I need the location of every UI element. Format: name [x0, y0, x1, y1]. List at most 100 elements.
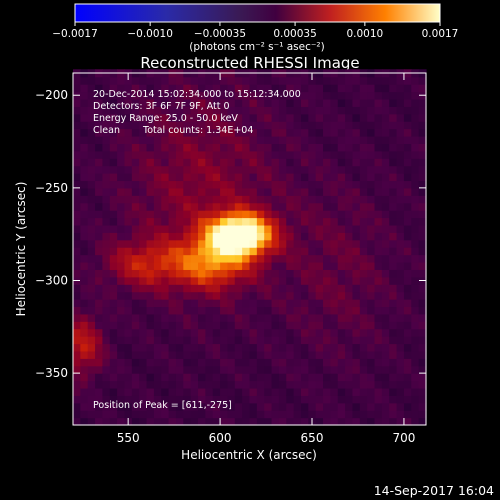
heatmap-cell — [168, 150, 177, 159]
heatmap-cell — [315, 195, 324, 204]
heatmap-cell — [161, 365, 170, 374]
heatmap-cell — [278, 165, 287, 174]
heatmap-cell — [109, 98, 118, 107]
heatmap-cell — [146, 84, 155, 93]
heatmap-cell — [227, 380, 236, 389]
heatmap-cell — [168, 291, 177, 300]
heatmap-cell — [161, 306, 170, 315]
heatmap-cell — [131, 210, 140, 219]
heatmap-cell — [109, 299, 118, 308]
heatmap-cell — [256, 128, 265, 137]
heatmap-cell — [359, 373, 368, 382]
heatmap-cell — [234, 158, 243, 167]
heatmap-cell — [102, 187, 111, 196]
heatmap-cell — [286, 336, 295, 345]
heatmap-cell — [249, 158, 258, 167]
heatmap-cell — [212, 158, 221, 167]
heatmap-cell — [411, 76, 420, 85]
heatmap-cell — [352, 106, 361, 115]
heatmap-cell — [87, 217, 96, 226]
heatmap-cell — [146, 239, 155, 248]
heatmap-cell — [175, 254, 184, 263]
heatmap-cell — [117, 76, 126, 85]
heatmap-cell — [242, 313, 251, 322]
heatmap-cell — [175, 224, 184, 233]
heatmap-cell — [337, 299, 346, 308]
heatmap-cell — [271, 336, 280, 345]
heatmap-cell — [198, 247, 206, 256]
heatmap-cell — [220, 128, 229, 137]
heatmap-cell — [315, 121, 324, 130]
heatmap-cell — [308, 336, 317, 345]
heatmap-cell — [403, 373, 412, 382]
heatmap-cell — [323, 158, 331, 167]
heatmap-cell — [323, 165, 331, 174]
heatmap-cell — [367, 91, 376, 100]
heatmap-cell — [168, 358, 177, 367]
heatmap-cell — [293, 417, 302, 426]
heatmap-cell — [403, 121, 412, 130]
heatmap-cell — [161, 128, 170, 137]
heatmap-cell — [323, 276, 331, 285]
heatmap-cell — [227, 239, 236, 248]
heatmap-cell — [153, 328, 162, 337]
heatmap-cell — [168, 232, 177, 241]
heatmap-cell — [109, 276, 118, 285]
heatmap-cell — [168, 276, 177, 285]
heatmap-cell — [381, 269, 390, 278]
heatmap-cell — [131, 106, 140, 115]
heatmap-cell — [323, 187, 331, 196]
heatmap-cell — [389, 299, 398, 308]
heatmap-cell — [403, 128, 412, 137]
heatmap-cell — [278, 254, 287, 263]
heatmap-cell — [359, 299, 368, 308]
heatmap-cell — [381, 380, 390, 389]
heatmap-cell — [330, 187, 339, 196]
heatmap-cell — [212, 291, 221, 300]
heatmap-cell — [212, 350, 221, 359]
heatmap-cell — [212, 276, 221, 285]
heatmap-cell — [374, 261, 383, 270]
heatmap-cell — [418, 402, 427, 411]
heatmap-cell — [131, 358, 140, 367]
heatmap-cell — [205, 410, 214, 419]
heatmap-cell — [293, 254, 302, 263]
heatmap-cell — [345, 143, 354, 152]
heatmap-cell — [198, 417, 206, 426]
heatmap-cell — [396, 365, 405, 374]
heatmap-cell — [80, 343, 89, 352]
heatmap-cell — [249, 195, 258, 204]
y-tick-label: −250 — [35, 181, 68, 195]
heatmap-cell — [359, 417, 368, 426]
heatmap-cell — [161, 135, 170, 144]
heatmap-cell — [80, 306, 89, 315]
heatmap-cell — [175, 84, 184, 93]
footer-date: 14-Sep-2017 16:04 — [374, 483, 494, 498]
heatmap-cell — [381, 373, 390, 382]
heatmap-cell — [352, 299, 361, 308]
heatmap-cell — [175, 106, 184, 115]
heatmap-cell — [95, 210, 104, 219]
heatmap-cell — [374, 195, 383, 204]
heatmap-cell — [286, 276, 295, 285]
heatmap-cell — [308, 380, 317, 389]
heatmap-cell — [242, 135, 251, 144]
heatmap-cell — [264, 269, 273, 278]
heatmap-cell — [109, 91, 118, 100]
heatmap-cell — [234, 254, 243, 263]
heatmap-cell — [323, 254, 331, 263]
heatmap-cell — [139, 313, 148, 322]
heatmap-cell — [102, 373, 111, 382]
heatmap-cell — [183, 387, 192, 396]
heatmap-cell — [286, 254, 295, 263]
heatmap-cell — [286, 380, 295, 389]
heatmap-cell — [381, 343, 390, 352]
heatmap-cell — [396, 343, 405, 352]
heatmap-cell — [352, 224, 361, 233]
heatmap-cell — [381, 150, 390, 159]
heatmap-cell — [367, 106, 376, 115]
heatmap-cell — [396, 84, 405, 93]
heatmap-cell — [183, 202, 192, 211]
heatmap-cell — [271, 239, 280, 248]
heatmap-cell — [249, 410, 258, 419]
